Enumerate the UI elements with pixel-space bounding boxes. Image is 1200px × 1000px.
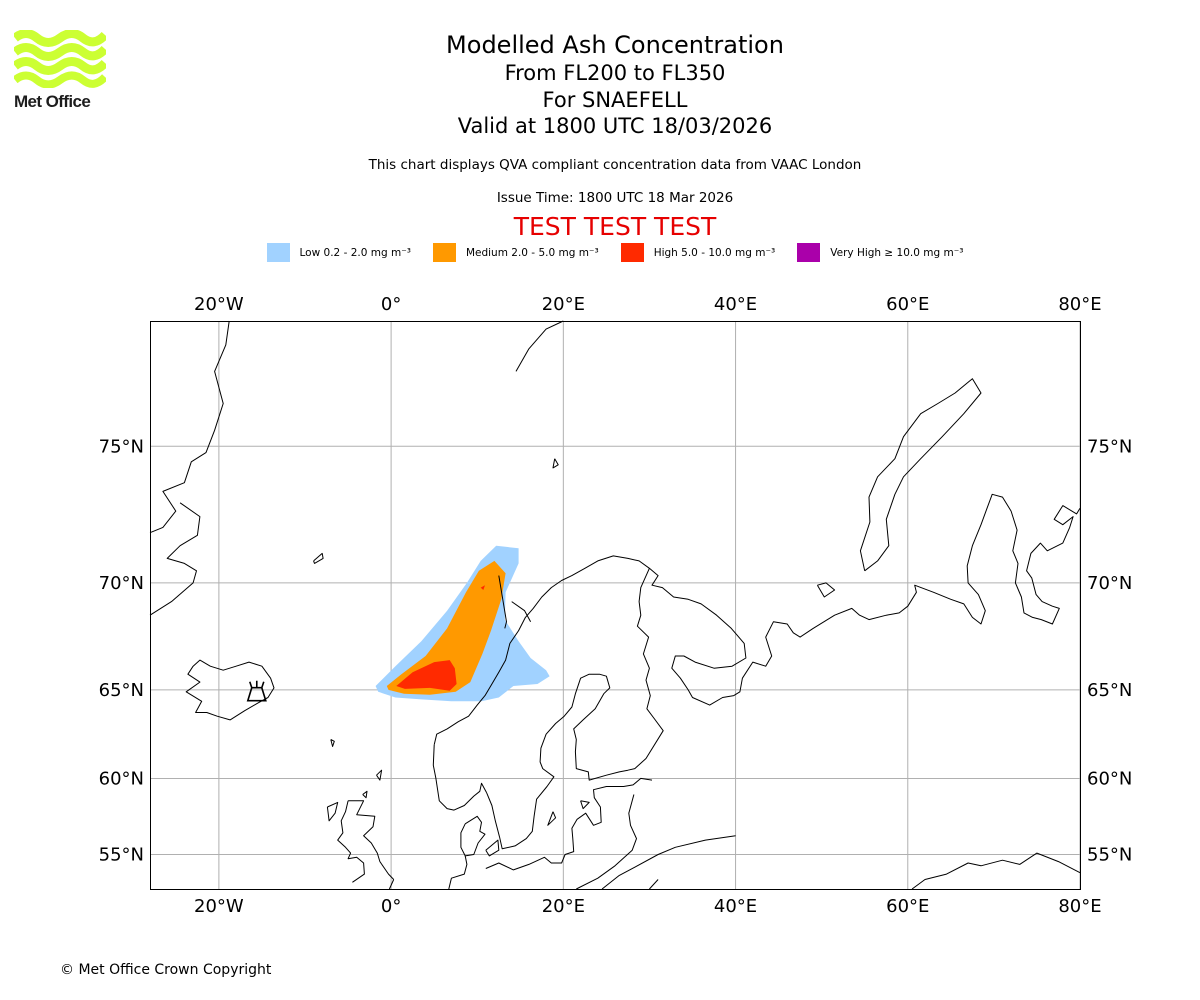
coastline xyxy=(460,815,486,857)
coastline xyxy=(649,879,659,890)
lon-tick-label: 40°E xyxy=(714,294,757,315)
legend-item-medium: Medium 2.0 - 5.0 mg m⁻³ xyxy=(432,243,599,262)
volcano-icon xyxy=(246,680,267,702)
main-title: Modelled Ash Concentration xyxy=(446,31,784,59)
legend-label-medium: Medium 2.0 - 5.0 mg m⁻³ xyxy=(465,246,599,259)
coastline xyxy=(326,801,339,822)
coastline xyxy=(601,835,736,890)
coastline xyxy=(149,502,201,616)
coastline xyxy=(547,811,557,826)
axis-tick-labels: 20°W 20°W 0° 0° 20°E 20°E 40°E 40°E 60°E 60°E 80°E… xyxy=(99,294,1133,917)
coastline xyxy=(433,493,1081,745)
coastlines xyxy=(149,320,1081,890)
lon-tick-label: 20°W xyxy=(194,294,244,315)
coastline xyxy=(485,777,653,871)
coastline xyxy=(511,601,532,623)
lat-tick-label: 70°N xyxy=(1087,573,1132,594)
ash-concentration-layer xyxy=(375,545,550,702)
lon-tick-label: 60°E xyxy=(886,294,929,315)
ash-area-medium xyxy=(386,560,506,695)
graticule xyxy=(150,321,1081,889)
coastline xyxy=(313,552,324,564)
coastline xyxy=(576,794,637,890)
lon-tick-label: 80°E xyxy=(1058,294,1101,315)
valid-time: Valid at 1800 UTC 18/03/2026 xyxy=(457,114,773,138)
volcano-name: For SNAEFELL xyxy=(542,87,688,112)
legend-item-high: High 5.0 - 10.0 mg m⁻³ xyxy=(620,243,776,262)
coastline xyxy=(330,739,335,747)
test-banner: TEST TEST TEST xyxy=(513,212,717,241)
legend-label-high: High 5.0 - 10.0 mg m⁻³ xyxy=(653,246,776,259)
lat-tick-label: 55°N xyxy=(99,844,144,865)
lat-tick-label: 65°N xyxy=(1087,680,1132,701)
coastline xyxy=(515,320,564,372)
map-frame xyxy=(150,321,1081,890)
coastline xyxy=(911,852,1081,890)
lon-tick-label: 0° xyxy=(381,294,401,315)
coastline xyxy=(485,839,500,857)
met-office-logo: Met Office xyxy=(14,30,108,112)
logo-text: Met Office xyxy=(14,92,91,111)
legend-swatch-high xyxy=(620,243,644,262)
legend: Low 0.2 - 2.0 mg m⁻³ Medium 2.0 - 5.0 mg… xyxy=(0,243,1200,262)
lat-tick-label: 65°N xyxy=(99,680,144,701)
lon-tick-label: 20°E xyxy=(542,896,585,917)
coastline xyxy=(552,458,559,469)
legend-item-very-high: Very High ≥ 10.0 mg m⁻³ xyxy=(797,243,963,262)
lat-tick-label: 70°N xyxy=(99,573,144,594)
volcano-marker-layer xyxy=(246,680,267,702)
flight-level-range: From FL200 to FL350 xyxy=(504,61,726,85)
qva-note: This chart displays QVA compliant concen… xyxy=(368,157,862,173)
coastline xyxy=(337,800,365,883)
lon-tick-label: 40°E xyxy=(714,896,757,917)
lon-tick-label: 20°E xyxy=(542,294,585,315)
copyright: © Met Office Crown Copyright xyxy=(60,962,272,978)
lon-tick-label: 0° xyxy=(381,896,401,917)
coastline xyxy=(448,855,468,890)
legend-item-low: Low 0.2 - 2.0 mg m⁻³ xyxy=(266,243,411,262)
coastline xyxy=(185,659,275,721)
legend-swatch-low xyxy=(266,243,290,262)
coastline xyxy=(362,790,368,799)
coastline xyxy=(149,320,230,534)
coastline xyxy=(859,378,982,572)
legend-swatch-very-high xyxy=(797,243,821,262)
lat-tick-label: 60°N xyxy=(1087,768,1132,789)
legend-label-very-high: Very High ≥ 10.0 mg m⁻³ xyxy=(830,246,964,259)
coastline xyxy=(376,769,383,781)
coastline xyxy=(486,568,664,850)
coastline xyxy=(432,744,488,811)
lat-tick-label: 55°N xyxy=(1087,844,1132,865)
coastline xyxy=(388,879,395,890)
legend-label-low: Low 0.2 - 2.0 mg m⁻³ xyxy=(299,246,411,259)
coastline xyxy=(348,800,395,880)
coastline xyxy=(816,582,836,598)
coastline xyxy=(580,800,590,810)
lon-tick-label: 20°W xyxy=(194,896,244,917)
lat-tick-label: 60°N xyxy=(99,768,144,789)
legend-swatch-medium xyxy=(432,243,456,262)
ash-area-high xyxy=(480,585,485,590)
ash-area-high xyxy=(396,660,457,691)
chart-titles: Modelled Ash Concentration From FL200 to… xyxy=(0,30,1200,140)
lat-tick-label: 75°N xyxy=(99,436,144,457)
met-office-wave-logo-icon xyxy=(14,30,106,88)
lon-tick-label: 60°E xyxy=(886,896,929,917)
lon-tick-label: 80°E xyxy=(1058,896,1101,917)
coastline xyxy=(498,575,507,629)
lat-tick-label: 75°N xyxy=(1087,436,1132,457)
issue-time: Issue Time: 1800 UTC 18 Mar 2026 xyxy=(496,190,734,206)
